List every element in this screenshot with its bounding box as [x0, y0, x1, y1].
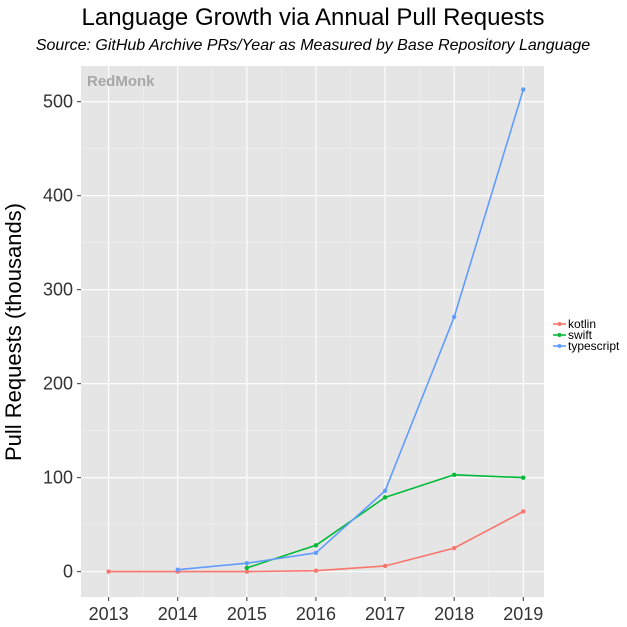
x-tick-label: 2017 [365, 604, 405, 624]
y-tick-label: 300 [43, 280, 73, 300]
x-axis: 2013 2014 2015 2016 2017 2018 2019 [89, 597, 543, 624]
data-point-typescript [382, 488, 388, 493]
data-point-kotlin [382, 563, 388, 569]
data-point-kotlin [313, 568, 319, 573]
data-point-kotlin [244, 569, 250, 574]
data-point-swift [382, 495, 388, 500]
chart-subtitle: Source: GitHub Archive PRs/Year as Measu… [36, 37, 590, 54]
data-point-typescript [175, 567, 180, 572]
series-swift [244, 472, 526, 571]
legend-key-point [557, 322, 562, 326]
series-layer [106, 87, 526, 574]
watermark-text: RedMonk [87, 73, 155, 90]
x-tick-label: 2013 [89, 604, 129, 624]
legend-label: kotlin [568, 317, 596, 331]
data-point-swift [521, 475, 526, 480]
series-typescript [175, 87, 526, 572]
data-point-swift [244, 565, 250, 571]
data-point-kotlin [521, 509, 526, 514]
y-tick-label: 400 [43, 186, 73, 206]
x-tick-label: 2019 [503, 604, 543, 624]
data-point-typescript [521, 87, 526, 92]
x-tick-label: 2015 [227, 604, 267, 624]
legend-label: swift [568, 328, 593, 342]
y-axis-title: Pull Requests (thousands) [1, 203, 26, 461]
y-tick-label: 500 [43, 92, 73, 112]
legend-key-point [557, 333, 562, 337]
y-tick-label: 0 [63, 562, 73, 582]
x-tick-label: 2016 [296, 604, 336, 624]
y-tick-label: 200 [43, 374, 73, 394]
x-tick-label: 2018 [434, 604, 474, 624]
data-point-typescript [313, 550, 319, 556]
plot-panel [81, 66, 544, 597]
legend-key-point [557, 344, 562, 348]
data-point-typescript [451, 314, 457, 320]
chart-title: Language Growth via Annual Pull Requests [82, 4, 545, 31]
x-tick-label: 2014 [158, 604, 198, 624]
data-point-typescript [244, 560, 250, 566]
data-point-kotlin [451, 545, 457, 551]
legend-label: typescript [568, 339, 620, 353]
y-axis: 0 100 200 300 400 500 [43, 92, 81, 582]
series-line-typescript [177, 89, 525, 571]
y-tick-label: 100 [43, 468, 73, 488]
data-point-kotlin [106, 569, 111, 574]
data-point-swift [451, 472, 457, 478]
data-point-swift [313, 543, 319, 548]
